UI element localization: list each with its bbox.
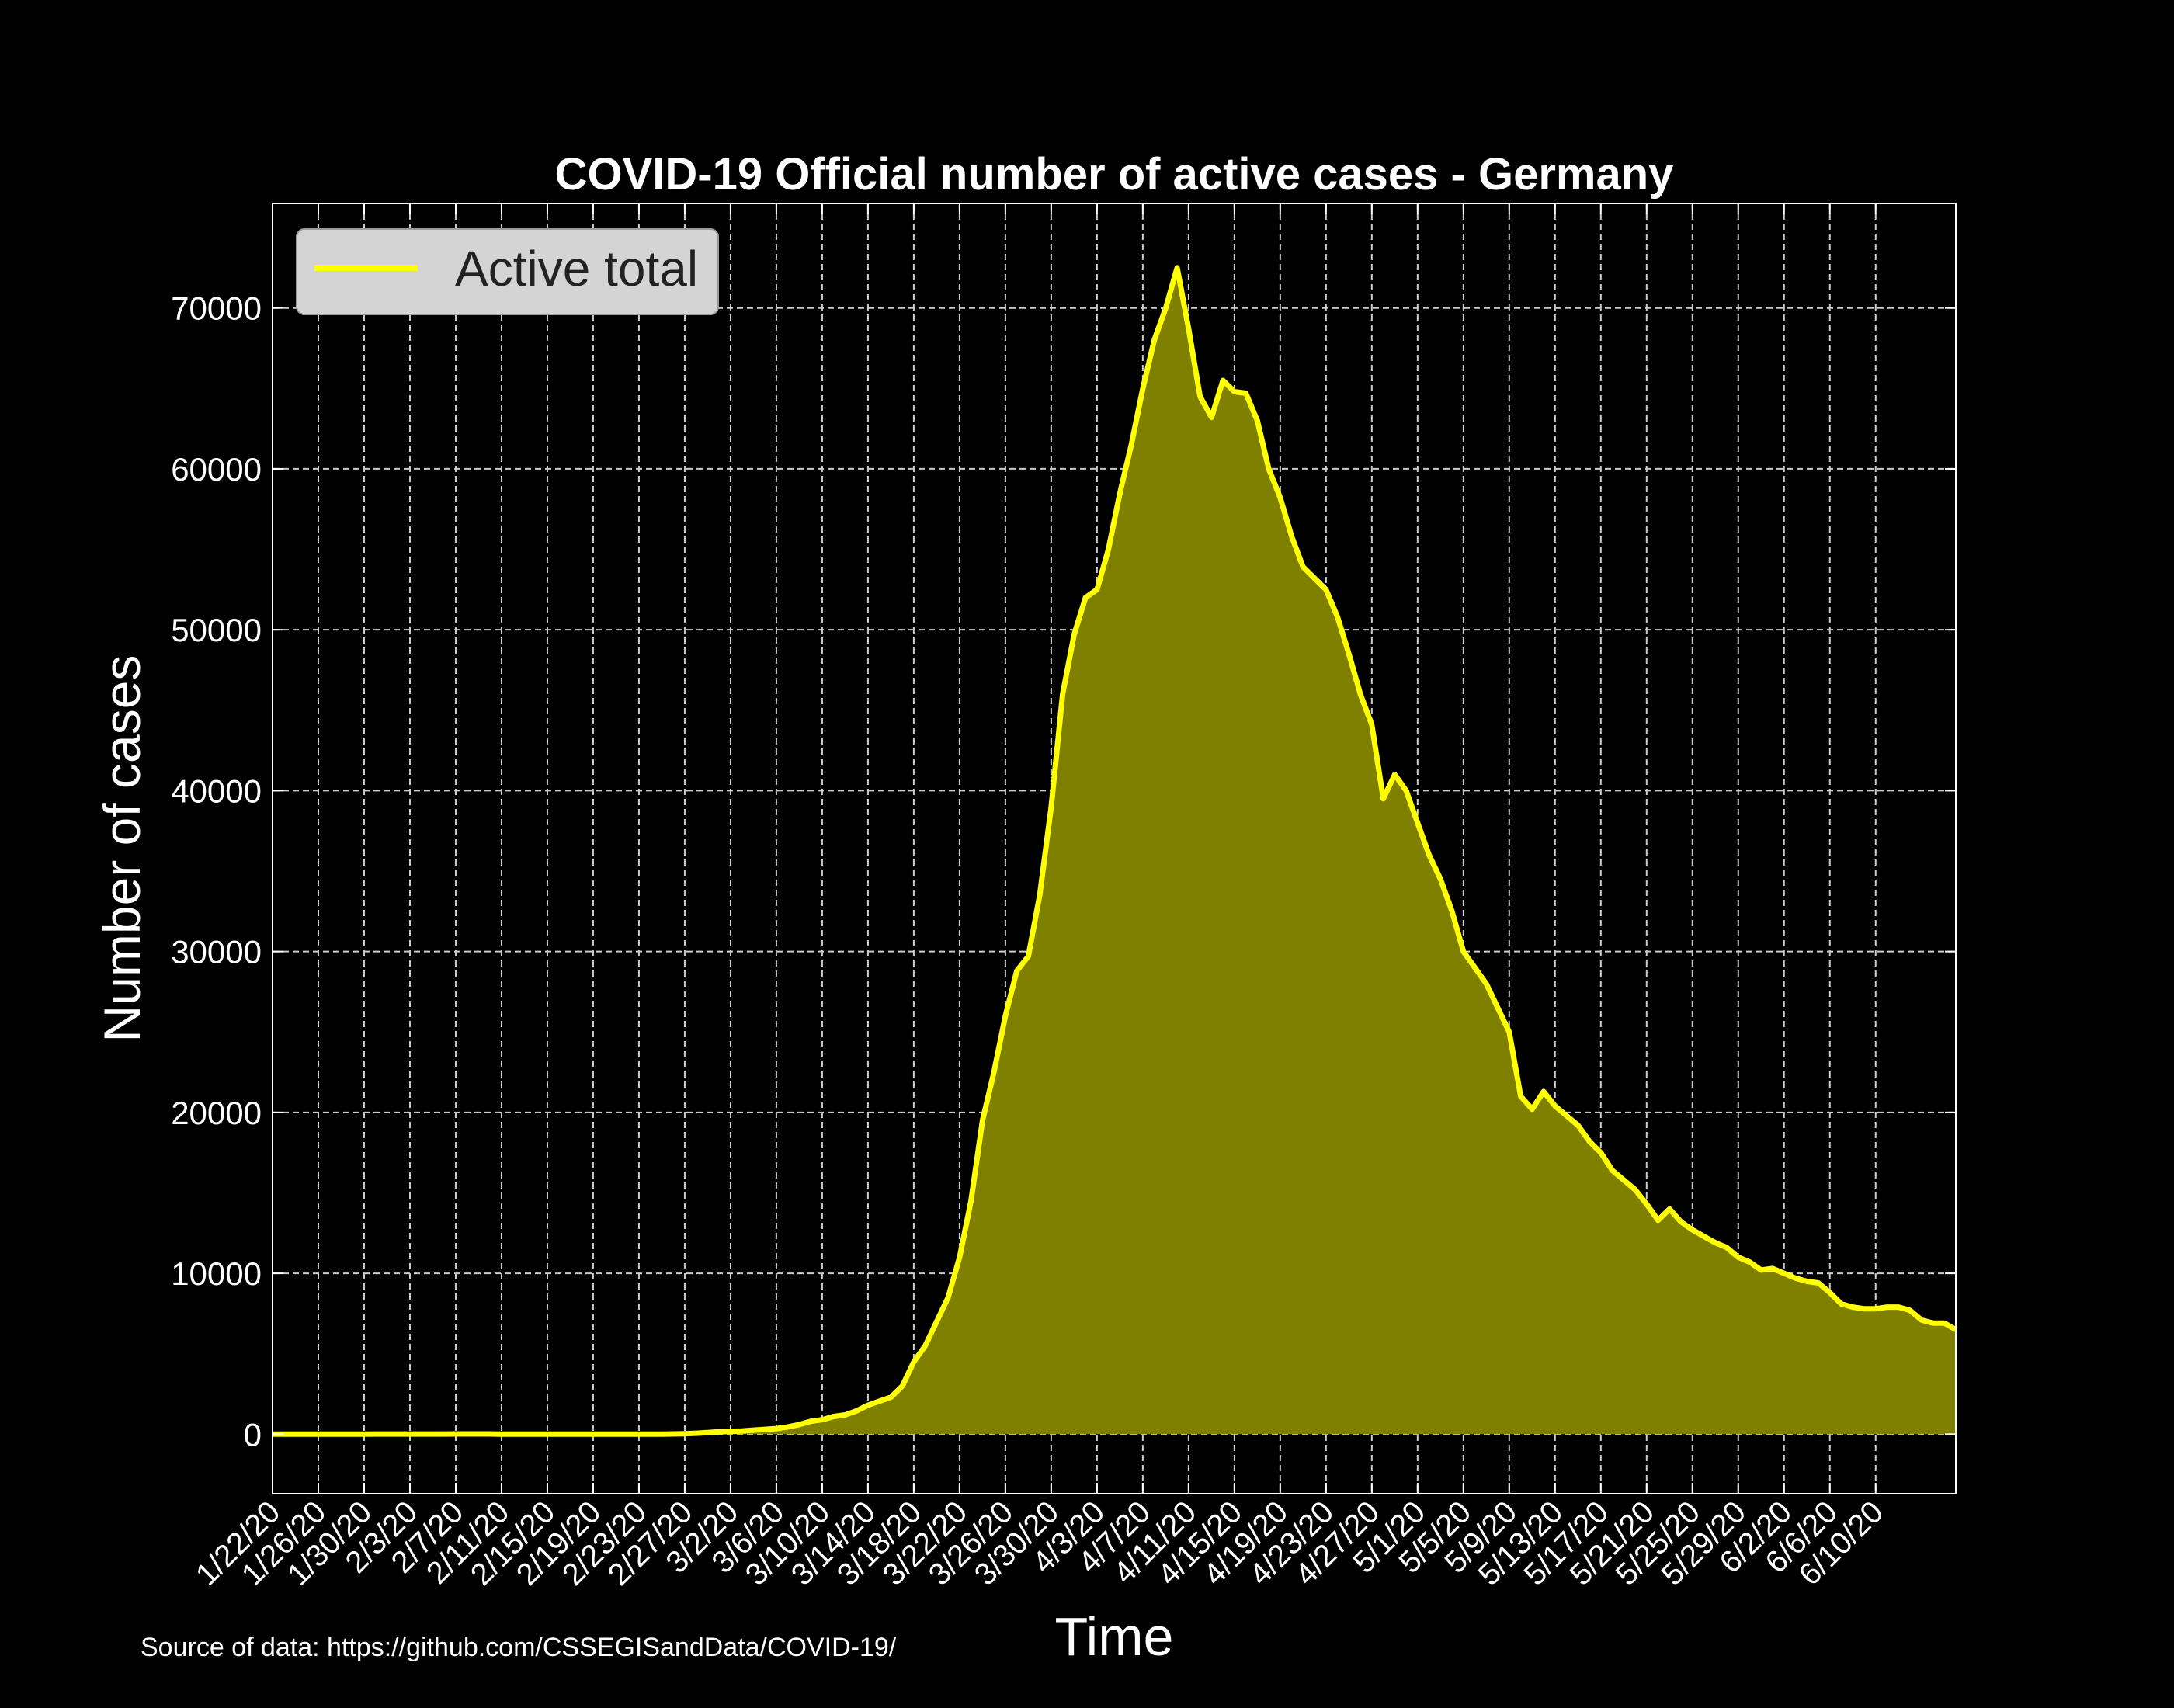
y-tick-label: 20000 — [171, 1095, 262, 1131]
active-total-area — [273, 267, 1956, 1435]
active-total-line — [273, 265, 1957, 1437]
y-tick-label: 30000 — [171, 934, 262, 970]
y-axis-label: Number of cases — [93, 655, 151, 1043]
y-tick-label: 10000 — [171, 1255, 262, 1292]
y-tick-label: 0 — [244, 1416, 262, 1453]
y-tick-label: 40000 — [171, 772, 262, 809]
y-tick-labels: 0 10000 20000 30000 40000 50000 60000 70000 — [171, 290, 262, 1453]
y-tick-label: 50000 — [171, 612, 262, 648]
x-axis-label: Time — [1055, 1606, 1174, 1667]
data-source-note: Source of data: https://github.com/CSSEG… — [141, 1633, 897, 1662]
plot-frame — [272, 203, 1957, 1494]
legend-label-active-total: Active total — [455, 241, 698, 297]
legend: Active total — [296, 228, 719, 315]
chart-title: COVID-19 Official number of active cases… — [555, 149, 1674, 200]
axis-ticks — [272, 203, 1956, 1494]
y-tick-label: 70000 — [171, 290, 262, 327]
legend-box — [296, 228, 719, 315]
y-tick-label: 60000 — [171, 451, 262, 488]
